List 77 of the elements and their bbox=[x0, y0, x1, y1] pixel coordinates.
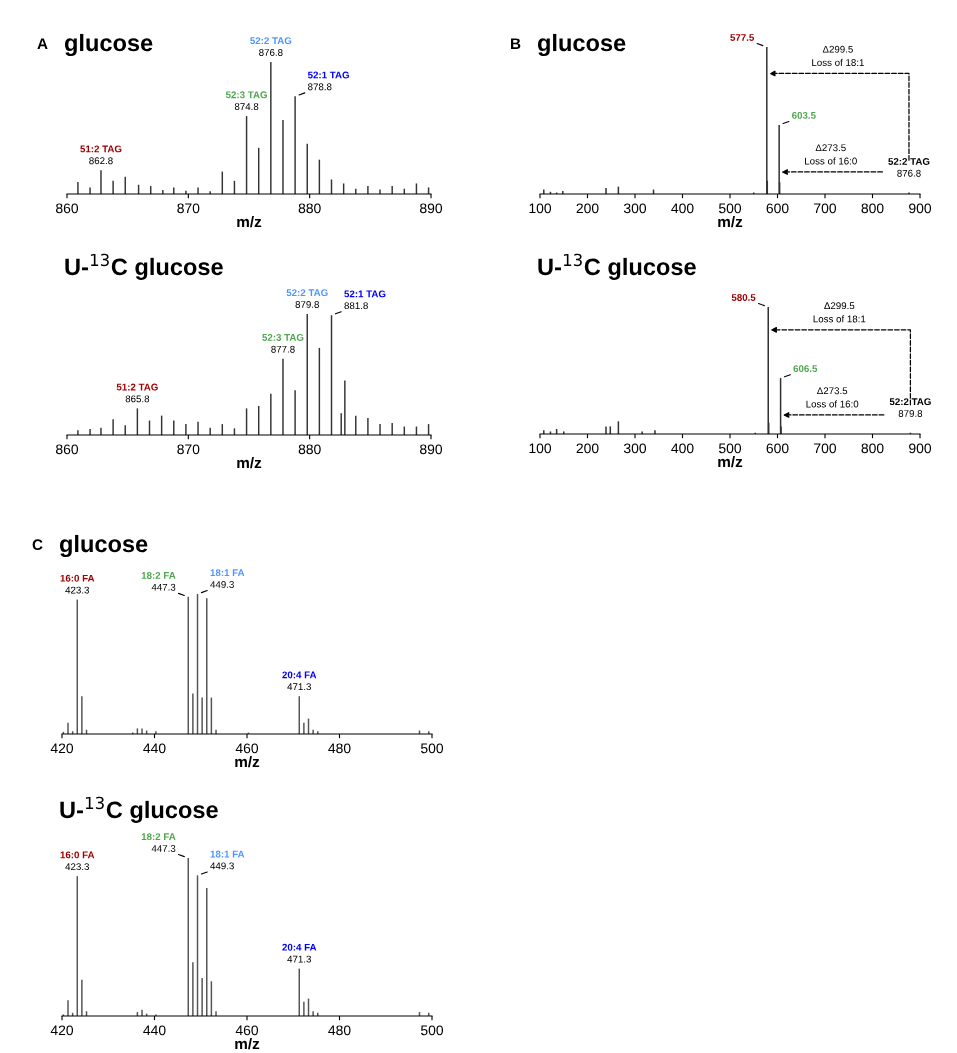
x-tick-label: 480 bbox=[328, 743, 351, 754]
x-tick-label: 460 bbox=[235, 743, 259, 754]
chart-title: glucose bbox=[64, 33, 153, 57]
chart-title: U-$^{13}$C glucose bbox=[538, 253, 696, 280]
x-tick-label: 500 bbox=[718, 203, 742, 214]
chart-title: glucose bbox=[59, 534, 148, 558]
x-tick-label: 700 bbox=[814, 203, 837, 214]
x-tick-label: 870 bbox=[177, 444, 200, 455]
x-tick-label: 600 bbox=[766, 443, 789, 454]
x-tick-label: 870 bbox=[177, 203, 200, 214]
x-tick-label: 440 bbox=[143, 743, 166, 754]
annotation: 52:2 TAG 879.8 bbox=[286, 289, 328, 308]
x-tick-label: 800 bbox=[861, 443, 884, 454]
text: C bbox=[32, 539, 43, 551]
x-tick-label: 700 bbox=[814, 443, 837, 454]
x-tick-label: 800 bbox=[861, 203, 884, 214]
annotation: 18:1 FA 449.3 bbox=[210, 850, 245, 870]
x-tick-label: 440 bbox=[143, 1025, 166, 1036]
annotation: 18:2 FA 447.3 bbox=[141, 833, 176, 852]
text: A bbox=[37, 38, 48, 49]
x-tick-label: 880 bbox=[298, 203, 321, 214]
x-axis-title: m/z bbox=[237, 215, 262, 228]
x-axis-title: m/z bbox=[235, 755, 260, 768]
annotation: 20:4 FA 471.3 bbox=[282, 671, 317, 691]
annotation: Δ273.5 Loss of 16:0 bbox=[806, 387, 859, 408]
x-tick-label: 400 bbox=[671, 443, 694, 454]
x-tick-label: 100 bbox=[529, 203, 552, 214]
x-axis-title: m/z bbox=[235, 1037, 260, 1050]
x-tick-label: 300 bbox=[623, 443, 647, 454]
x-tick-label: 480 bbox=[328, 1025, 351, 1036]
annotation: Δ299.5 Loss of 18:1 bbox=[812, 45, 864, 66]
annotation: 52:3 TAG 877.8 bbox=[262, 333, 304, 353]
x-tick-label: 880 bbox=[298, 444, 321, 455]
annotation: Δ299.5 Loss of 18:1 bbox=[813, 302, 866, 323]
annotation: 606.5 bbox=[793, 365, 818, 373]
annotation: 603.5 bbox=[792, 111, 816, 119]
x-tick-label: 860 bbox=[56, 203, 79, 214]
x-tick-label: 500 bbox=[420, 1025, 444, 1036]
annotation: 18:1 FA 449.3 bbox=[210, 569, 245, 588]
x-tick-label: 460 bbox=[235, 1025, 259, 1036]
x-tick-label: 500 bbox=[718, 443, 742, 454]
annotation: 51:2 TAG 862.8 bbox=[80, 145, 122, 165]
x-tick-label: 500 bbox=[420, 743, 444, 754]
x-tick-label: 900 bbox=[909, 443, 932, 454]
annotation: 52:2 TAG 876.8 bbox=[250, 37, 292, 56]
chart-title: glucose bbox=[537, 33, 626, 57]
x-tick-label: 200 bbox=[576, 443, 599, 454]
annotation: 52:2 TAG 879.8 bbox=[889, 398, 931, 417]
annotation: 18:2 FA 447.3 bbox=[141, 572, 176, 591]
x-axis-title: m/z bbox=[718, 215, 743, 228]
annotation: 580.5 bbox=[731, 294, 756, 301]
x-tick-label: 420 bbox=[50, 1025, 74, 1036]
annotation: 51:2 TAG 865.8 bbox=[116, 383, 158, 403]
x-axis-title: m/z bbox=[718, 455, 743, 468]
x-tick-label: 400 bbox=[671, 203, 694, 214]
annotation: 16:0 FA 423.3 bbox=[60, 574, 95, 594]
x-tick-label: 890 bbox=[420, 444, 443, 455]
annotation: 16:0 FA 423.3 bbox=[60, 851, 95, 871]
x-tick-label: 300 bbox=[623, 203, 647, 214]
annotation: Δ273.5 Loss of 16:0 bbox=[805, 144, 857, 165]
x-tick-label: 600 bbox=[766, 203, 789, 214]
annotation: 20:4 FA 471.3 bbox=[282, 943, 317, 963]
annotation: 52:1 TAG 881.8 bbox=[344, 290, 386, 310]
annotation: 577.5 bbox=[730, 34, 755, 41]
annotation: 52:3 TAG 874.8 bbox=[225, 91, 267, 111]
x-tick-label: 420 bbox=[50, 743, 74, 754]
annotation: 52:2 TAG 876.8 bbox=[888, 158, 930, 177]
chart-title: U-$^{13}$C glucose bbox=[65, 253, 223, 280]
x-tick-label: 200 bbox=[576, 203, 599, 214]
x-tick-label: 890 bbox=[420, 203, 443, 214]
annotation: 52:1 TAG 878.8 bbox=[307, 71, 349, 91]
x-axis-title: m/z bbox=[237, 456, 262, 469]
text: B bbox=[511, 38, 521, 49]
x-tick-label: 860 bbox=[56, 444, 79, 455]
chart-title: U-$^{13}$C glucose bbox=[60, 796, 218, 823]
x-tick-label: 900 bbox=[909, 203, 932, 214]
x-tick-label: 100 bbox=[529, 443, 552, 454]
